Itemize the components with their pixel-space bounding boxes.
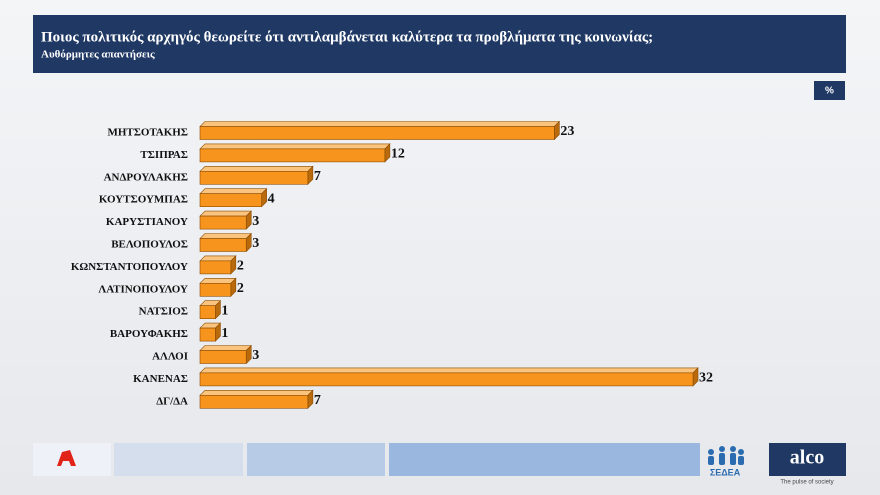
bar xyxy=(199,372,694,387)
bar xyxy=(199,193,262,207)
header-band xyxy=(33,15,846,73)
category-label: ΑΛΛΟΙ xyxy=(152,351,188,363)
value-label: 2 xyxy=(237,281,244,296)
brand-name: alco xyxy=(790,447,824,469)
category-label: ΔΓ/ΔΑ xyxy=(156,395,188,407)
bar xyxy=(199,215,247,230)
value-label: 32 xyxy=(699,371,713,386)
sponsor-name: ΣΕΔΕΑ xyxy=(710,467,741,477)
value-label: 3 xyxy=(252,348,259,363)
bar xyxy=(199,282,232,297)
sponsor-icon xyxy=(708,446,744,465)
value-label: 2 xyxy=(237,259,244,274)
bar-top xyxy=(199,345,252,351)
bar xyxy=(199,327,216,342)
bar-top xyxy=(199,255,237,262)
category-label: ΑΝΔΡΟΥΛΑΚΗΣ xyxy=(104,171,188,183)
footer-box xyxy=(114,443,243,476)
bar xyxy=(199,260,232,275)
bar-top xyxy=(199,277,237,284)
bar xyxy=(199,148,386,163)
bar xyxy=(199,305,216,320)
chart-subtitle: Αυθόρμητες απαντήσεις xyxy=(41,49,155,61)
footer-box xyxy=(389,443,700,476)
value-label: 7 xyxy=(314,393,321,408)
category-label: ΜΗΤΣΟΤΑΚΗΣ xyxy=(107,127,188,139)
category-label: ΚΩΝΣΤΑΝΤΟΠΟΥΛΟΥ xyxy=(71,261,188,273)
category-label: ΛΑΤΙΝΟΠΟΥΛΟΥ xyxy=(98,283,188,295)
chart-title: Ποιος πολιτικός αρχηγός θεωρείτε ότι αντ… xyxy=(41,29,653,45)
category-label: ΚΑΡΥΣΤΙΑΝΟΥ xyxy=(106,216,188,228)
bar-top xyxy=(199,121,561,127)
category-label: ΝΑΤΣΙΟΣ xyxy=(139,306,188,318)
bar-top xyxy=(199,143,391,150)
category-label: ΒΑΡΟΥΦΑΚΗΣ xyxy=(110,328,188,340)
bar xyxy=(199,394,309,409)
value-label: 3 xyxy=(252,214,259,229)
bar xyxy=(199,171,309,185)
bar-top xyxy=(199,233,252,239)
value-label: 12 xyxy=(391,147,405,162)
category-label: ΤΣΙΠΡΑΣ xyxy=(140,149,188,161)
bar-top xyxy=(199,188,268,194)
logo-icon xyxy=(57,450,76,466)
unit-label: % xyxy=(825,86,834,97)
value-label: 7 xyxy=(314,169,321,184)
bar-top xyxy=(199,166,314,172)
value-label: 1 xyxy=(221,326,228,341)
value-label: 1 xyxy=(221,303,228,318)
brand-box xyxy=(769,443,846,476)
footer-box xyxy=(247,443,385,476)
bar xyxy=(199,238,247,252)
bar-top xyxy=(199,210,252,217)
value-label: 4 xyxy=(268,191,275,206)
category-label: ΒΕΛΟΠΟΥΛΟΣ xyxy=(111,239,188,251)
unit-box xyxy=(814,81,845,100)
value-label: 3 xyxy=(252,236,259,251)
category-label: ΚΟΥΤΣΟΥΜΠΑΣ xyxy=(99,194,188,206)
value-label: 23 xyxy=(560,124,574,139)
bar xyxy=(199,126,555,140)
category-label: ΚΑΝΕΝΑΣ xyxy=(133,373,188,385)
bar xyxy=(199,350,247,364)
bar-top xyxy=(199,367,699,374)
bar-top xyxy=(199,389,314,396)
brand-tagline: The pulse of society xyxy=(780,480,833,486)
